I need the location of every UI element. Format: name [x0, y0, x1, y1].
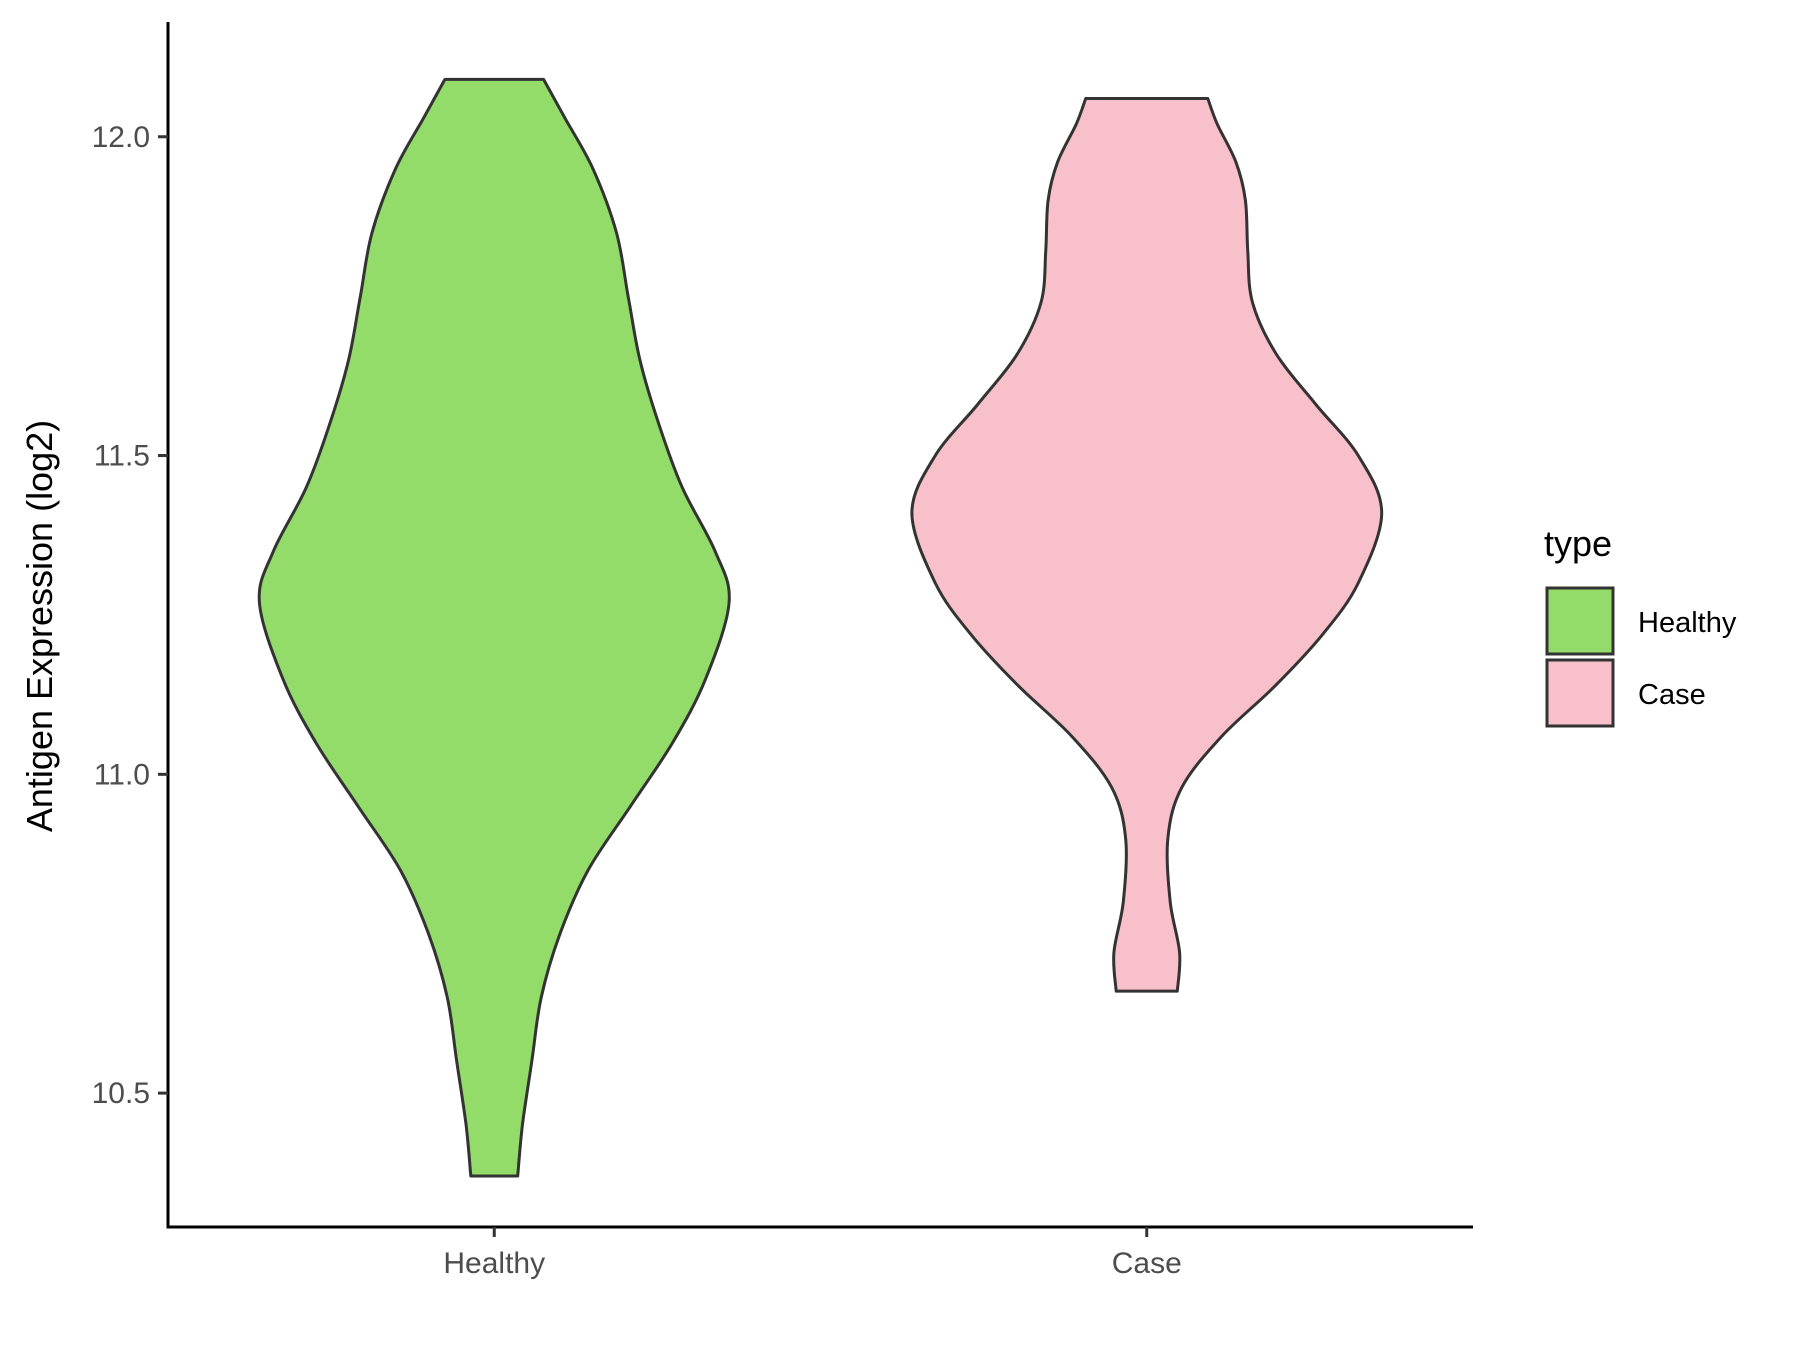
x-ticks: Healthy Case: [443, 1227, 1182, 1280]
y-ticks: 10.5 11.0 11.5 12.0: [92, 121, 168, 1110]
legend-entries: Healthy Case: [1545, 586, 1737, 728]
legend-swatch: [1545, 586, 1615, 656]
violin-healthy: [257, 77, 731, 1178]
y-tick-label: 11.5: [94, 440, 150, 473]
violin-case: [910, 97, 1384, 993]
legend-label: Case: [1638, 679, 1706, 711]
violins: [257, 77, 1384, 1178]
axes: 10.5 11.0 11.5 12.0 Healthy Case: [92, 22, 1473, 1280]
legend-swatch: [1545, 658, 1615, 728]
legend: type Healthy Case: [1544, 523, 1737, 728]
y-tick-label: 10.5: [92, 1077, 150, 1110]
x-tick-label: Healthy: [443, 1247, 545, 1280]
legend-title: type: [1544, 523, 1612, 564]
y-tick-label: 12.0: [92, 121, 150, 154]
y-axis-title: Antigen Expression (log2): [19, 420, 60, 832]
legend-label: Healthy: [1638, 607, 1737, 639]
x-tick-label: Case: [1112, 1247, 1182, 1280]
y-tick-label: 11.0: [94, 758, 150, 791]
